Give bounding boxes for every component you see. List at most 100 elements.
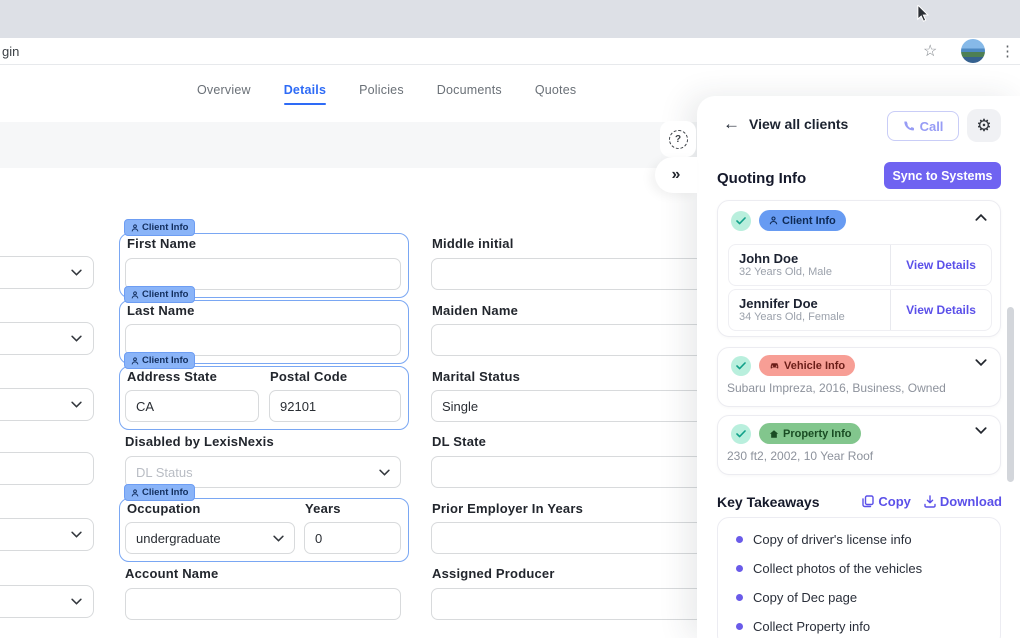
download-icon bbox=[924, 495, 936, 508]
takeaways-list: Copy of driver's license info Collect ph… bbox=[718, 532, 1000, 634]
vehicle-info-pill: Vehicle Info bbox=[759, 355, 856, 376]
browser-menu-icon[interactable]: ⋮ bbox=[1000, 43, 1015, 60]
browser-toolbar bbox=[0, 38, 1020, 65]
chevron-up-icon[interactable] bbox=[975, 214, 987, 221]
scrollbar-thumb[interactable] bbox=[1007, 307, 1014, 482]
phone-icon bbox=[903, 121, 914, 131]
check-circle-icon bbox=[731, 356, 751, 376]
property-info-pill: Property Info bbox=[759, 423, 862, 444]
person-name: Jennifer Doe bbox=[739, 296, 818, 311]
left-stub-select[interactable] bbox=[0, 388, 94, 421]
call-button[interactable]: Call bbox=[887, 111, 959, 141]
marital-status-input[interactable] bbox=[431, 390, 703, 422]
assigned-producer-input[interactable] bbox=[431, 588, 703, 620]
person-icon bbox=[131, 488, 139, 496]
double-chevron-right-icon: » bbox=[671, 166, 681, 183]
occupation-value: undergraduate bbox=[136, 530, 221, 546]
copy-link[interactable]: Copy bbox=[862, 494, 911, 509]
mouse-cursor-icon bbox=[916, 5, 930, 23]
person-icon bbox=[131, 290, 139, 298]
help-icon: ? bbox=[668, 129, 688, 149]
prior-employer-label: Prior Employer In Years bbox=[432, 501, 584, 516]
dl-state-input[interactable] bbox=[431, 456, 703, 488]
left-stub-select[interactable] bbox=[0, 518, 94, 551]
view-all-clients-link[interactable]: View all clients bbox=[749, 116, 849, 132]
years-label: Years bbox=[305, 501, 341, 516]
occupation-select[interactable]: undergraduate bbox=[125, 522, 295, 554]
tab-details[interactable]: Details bbox=[283, 83, 327, 109]
account-name-label: Account Name bbox=[125, 566, 219, 581]
tab-quotes[interactable]: Quotes bbox=[534, 83, 577, 97]
client-info-chip: Client Info bbox=[124, 286, 196, 303]
maiden-name-input[interactable] bbox=[431, 324, 703, 356]
browser-avatar[interactable] bbox=[961, 39, 985, 63]
maiden-name-label: Maiden Name bbox=[432, 303, 519, 318]
takeaway-item: Copy of Dec page bbox=[732, 590, 986, 605]
middle-initial-input[interactable] bbox=[431, 258, 703, 290]
client-info-chip: Client Info bbox=[124, 484, 196, 501]
tab-overview[interactable]: Overview bbox=[197, 83, 251, 97]
collapsed-header-band bbox=[0, 122, 697, 168]
call-label: Call bbox=[919, 118, 944, 134]
chevron-down-icon[interactable] bbox=[975, 427, 987, 434]
takeaway-actions: Copy Download bbox=[862, 494, 1002, 509]
first-name-input[interactable] bbox=[125, 258, 401, 290]
sync-to-systems-button[interactable]: Sync to Systems bbox=[884, 162, 1001, 189]
postal-code-input[interactable] bbox=[269, 390, 401, 422]
quoting-info-heading: Quoting Info bbox=[717, 170, 807, 187]
account-name-input[interactable] bbox=[125, 588, 401, 620]
person-row: John Doe 32 Years Old, Male View Details bbox=[728, 244, 992, 286]
vehicle-info-card: Vehicle Info Subaru Impreza, 2016, Busin… bbox=[717, 347, 1001, 407]
takeaway-item: Collect Property info bbox=[732, 619, 986, 634]
property-info-card: Property Info 230 ft2, 2002, 10 Year Roo… bbox=[717, 415, 1001, 475]
tab-policies[interactable]: Policies bbox=[359, 83, 404, 97]
last-name-input[interactable] bbox=[125, 324, 401, 356]
tab-documents[interactable]: Documents bbox=[436, 83, 502, 97]
takeaway-item: Collect photos of the vehicles bbox=[732, 561, 986, 576]
url-text[interactable]: gin bbox=[2, 44, 20, 59]
view-details-link[interactable]: View Details bbox=[890, 290, 991, 330]
house-icon bbox=[769, 429, 779, 438]
bookmark-star-icon[interactable]: ☆ bbox=[923, 43, 938, 60]
disabled-by-lexisnexis-label: Disabled by LexisNexis bbox=[125, 434, 274, 449]
vehicle-desc: Subaru Impreza, 2016, Business, Owned bbox=[727, 381, 946, 395]
middle-initial-label: Middle initial bbox=[432, 236, 514, 251]
check-circle-icon bbox=[731, 424, 751, 444]
person-icon bbox=[131, 356, 139, 364]
person-sub: 32 Years Old, Male bbox=[739, 266, 832, 278]
key-takeaways-heading: Key Takeaways bbox=[717, 494, 820, 510]
prior-employer-input[interactable] bbox=[431, 522, 703, 554]
left-stub-select[interactable] bbox=[0, 322, 94, 355]
help-button[interactable]: ? bbox=[660, 121, 696, 157]
chevron-down-icon bbox=[71, 401, 82, 408]
dl-status-placeholder: DL Status bbox=[136, 464, 193, 480]
left-stub-select[interactable] bbox=[0, 256, 94, 289]
left-stub-select[interactable] bbox=[0, 585, 94, 618]
person-name: John Doe bbox=[739, 251, 799, 266]
years-input[interactable] bbox=[304, 522, 401, 554]
takeaway-item: Copy of driver's license info bbox=[732, 532, 986, 547]
back-arrow-icon[interactable]: ← bbox=[723, 114, 740, 133]
property-desc: 230 ft2, 2002, 10 Year Roof bbox=[727, 449, 874, 463]
person-icon bbox=[131, 223, 139, 231]
car-icon bbox=[770, 363, 779, 369]
panel-collapse-button[interactable]: » bbox=[655, 157, 697, 193]
chevron-down-icon bbox=[379, 469, 390, 476]
person-icon bbox=[769, 216, 778, 225]
browser-tab-strip bbox=[0, 0, 1020, 38]
view-details-link[interactable]: View Details bbox=[890, 245, 991, 285]
left-stub-input[interactable] bbox=[0, 452, 94, 485]
person-row: Jennifer Doe 34 Years Old, Female View D… bbox=[728, 289, 992, 331]
settings-button[interactable]: ⚙ bbox=[967, 109, 1001, 142]
chevron-down-icon bbox=[71, 269, 82, 276]
chevron-down-icon bbox=[273, 535, 284, 542]
person-sub: 34 Years Old, Female bbox=[739, 311, 845, 323]
client-info-chip: Client Info bbox=[124, 352, 196, 369]
download-link[interactable]: Download bbox=[924, 494, 1002, 509]
chevron-down-icon[interactable] bbox=[975, 359, 987, 366]
dl-status-select[interactable]: DL Status bbox=[125, 456, 401, 488]
last-name-label: Last Name bbox=[127, 303, 195, 318]
client-info-pill: Client Info bbox=[759, 210, 846, 231]
chevron-down-icon bbox=[71, 598, 82, 605]
address-state-input[interactable] bbox=[125, 390, 259, 422]
